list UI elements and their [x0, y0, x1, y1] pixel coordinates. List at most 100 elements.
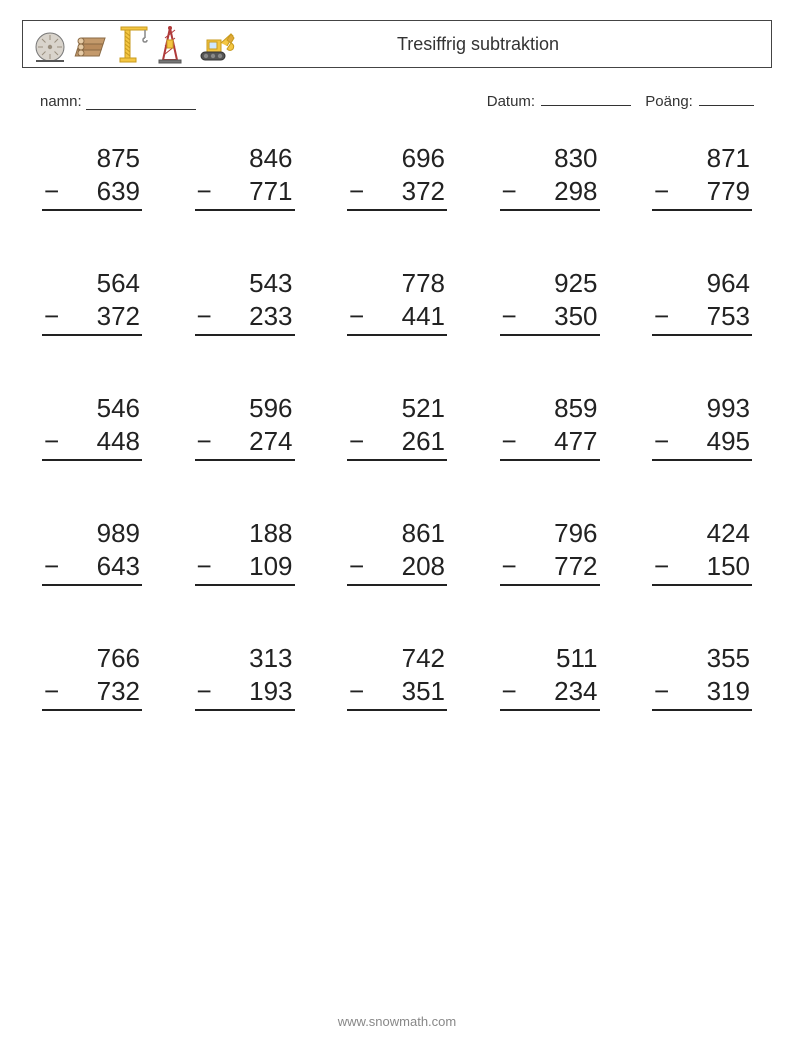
- problem: 511−234: [500, 642, 600, 711]
- subtrahend: 639: [97, 176, 140, 206]
- problem: 871−779: [652, 142, 752, 211]
- subtrahend: 372: [402, 176, 445, 206]
- minuend: 546: [42, 392, 142, 425]
- minuend: 564: [42, 267, 142, 300]
- operator: −: [349, 300, 364, 333]
- minuend: 596: [195, 392, 295, 425]
- minuend: 796: [500, 517, 600, 550]
- operator: −: [349, 675, 364, 708]
- subtrahend-row: −350: [500, 300, 600, 337]
- minuend: 543: [195, 267, 295, 300]
- operator: −: [197, 425, 212, 458]
- minuend: 742: [347, 642, 447, 675]
- subtrahend: 261: [402, 426, 445, 456]
- subtrahend: 193: [249, 676, 292, 706]
- minuend: 875: [42, 142, 142, 175]
- subtrahend: 208: [402, 551, 445, 581]
- subtrahend: 372: [97, 301, 140, 331]
- operator: −: [349, 550, 364, 583]
- problem: 796− 772: [500, 517, 600, 586]
- operator: −: [654, 300, 669, 333]
- problem: 766− 732: [42, 642, 142, 711]
- date-blank: [541, 90, 631, 106]
- name-blank: [86, 94, 196, 110]
- meta-row: namn: Datum: Poäng:: [22, 90, 772, 110]
- subtrahend: 772: [554, 551, 597, 581]
- problems-row: 875−639846−771696−372830−298871−779: [42, 142, 752, 211]
- problem: 861− 208: [347, 517, 447, 586]
- minuend: 188: [195, 517, 295, 550]
- subtrahend-row: −319: [652, 675, 752, 712]
- problem: 993−495: [652, 392, 752, 461]
- subtrahend-row: −298: [500, 175, 600, 212]
- subtrahend: 732: [97, 676, 140, 706]
- subtrahend: 771: [249, 176, 292, 206]
- problems-row: 989−643188−109861−208796−772424−150: [42, 517, 752, 586]
- problem: 596−274: [195, 392, 295, 461]
- operator: −: [502, 425, 517, 458]
- subtrahend-row: −274: [195, 425, 295, 462]
- subtrahend-row: −441: [347, 300, 447, 337]
- subtrahend: 109: [249, 551, 292, 581]
- pile-driver-icon: [155, 24, 185, 64]
- operator: −: [44, 300, 59, 333]
- minuend: 871: [652, 142, 752, 175]
- footer-url: www.snowmath.com: [0, 1014, 794, 1029]
- operator: −: [197, 675, 212, 708]
- minuend: 846: [195, 142, 295, 175]
- minuend: 696: [347, 142, 447, 175]
- subtrahend-row: − 208: [347, 550, 447, 587]
- operator: −: [349, 425, 364, 458]
- minuend: 313: [195, 642, 295, 675]
- problem: 696− 372: [347, 142, 447, 211]
- name-label: namn:: [40, 93, 82, 110]
- problem: 830−298: [500, 142, 600, 211]
- minuend: 859: [500, 392, 600, 425]
- header-icons: [33, 24, 235, 64]
- subtrahend-row: −234: [500, 675, 600, 712]
- problem: 846− 771: [195, 142, 295, 211]
- minuend: 766: [42, 642, 142, 675]
- problem: 355−319: [652, 642, 752, 711]
- problem: 859−477: [500, 392, 600, 461]
- operator: −: [502, 550, 517, 583]
- minuend: 511: [500, 642, 600, 675]
- score-blank: [699, 90, 754, 106]
- saw-blade-icon: [33, 30, 67, 64]
- operator: −: [654, 175, 669, 208]
- subtrahend-row: −779: [652, 175, 752, 212]
- subtrahend: 753: [707, 301, 750, 331]
- problem: 925−350: [500, 267, 600, 336]
- subtrahend-row: −495: [652, 425, 752, 462]
- problems-grid: 875−639846−771696−372830−298871−779564−3…: [22, 142, 772, 711]
- operator: −: [654, 550, 669, 583]
- subtrahend-row: − 753: [652, 300, 752, 337]
- operator: −: [197, 175, 212, 208]
- minuend: 925: [500, 267, 600, 300]
- excavator-icon: [191, 28, 235, 64]
- minuend: 861: [347, 517, 447, 550]
- problem: 742−351: [347, 642, 447, 711]
- problems-row: 766−732313−193742−351511−234355−319: [42, 642, 752, 711]
- minuend: 424: [652, 517, 752, 550]
- operator: −: [44, 675, 59, 708]
- problems-row: 546−448596−274521−261859−477993−495: [42, 392, 752, 461]
- subtrahend: 448: [97, 426, 140, 456]
- subtrahend: 350: [554, 301, 597, 331]
- subtrahend-row: − 772: [500, 550, 600, 587]
- wood-planks-icon: [73, 32, 109, 64]
- operator: −: [44, 425, 59, 458]
- operator: −: [197, 550, 212, 583]
- minuend: 993: [652, 392, 752, 425]
- subtrahend-row: −351: [347, 675, 447, 712]
- date-label: Datum:: [487, 93, 535, 110]
- minuend: 989: [42, 517, 142, 550]
- subtrahend-row: −477: [500, 425, 600, 462]
- problem: 188− 109: [195, 517, 295, 586]
- subtrahend-row: − 109: [195, 550, 295, 587]
- operator: −: [349, 175, 364, 208]
- minuend: 964: [652, 267, 752, 300]
- operator: −: [44, 550, 59, 583]
- problem: 564− 372: [42, 267, 142, 336]
- subtrahend: 298: [554, 176, 597, 206]
